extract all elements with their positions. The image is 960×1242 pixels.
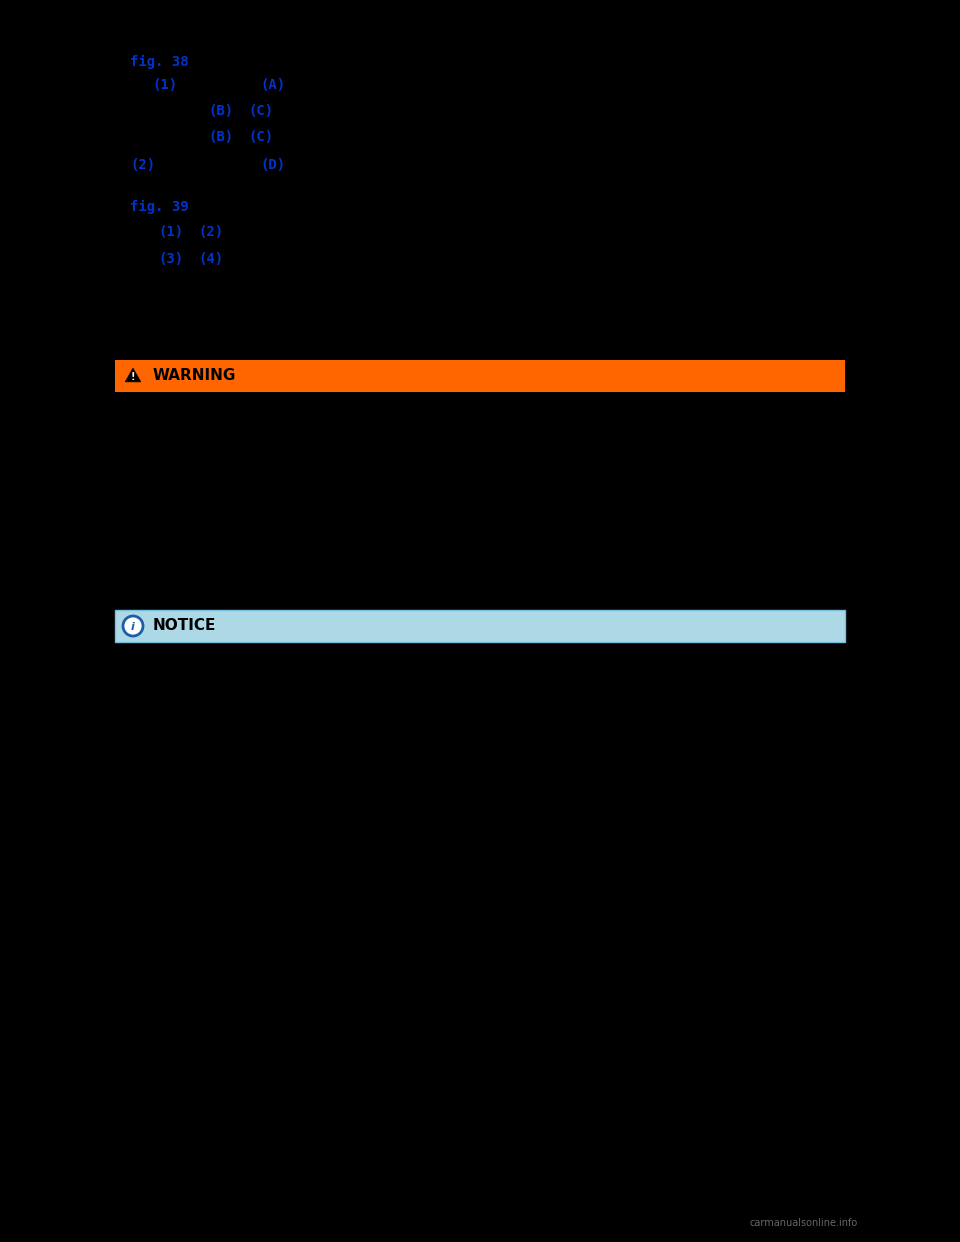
Text: fig. 39: fig. 39 [130,200,188,214]
Text: carmanualsonline.info: carmanualsonline.info [750,1218,858,1228]
Text: (3): (3) [158,252,183,266]
Text: (2): (2) [130,158,156,171]
Circle shape [123,616,143,636]
Text: (4): (4) [198,252,223,266]
Text: (C): (C) [248,130,274,144]
Polygon shape [125,368,141,381]
Text: (D): (D) [260,158,285,171]
Text: (A): (A) [260,78,285,92]
Text: (1): (1) [152,78,178,92]
Bar [115,360,845,392]
Text: WARNING: WARNING [153,369,236,384]
Bar [115,610,845,642]
Text: fig. 38: fig. 38 [130,55,188,70]
Text: i: i [132,622,135,632]
Text: (1): (1) [158,225,183,238]
Text: !: ! [131,373,135,383]
Text: (2): (2) [198,225,223,238]
Text: (B): (B) [208,104,233,118]
Text: NOTICE: NOTICE [153,619,216,633]
Text: (B): (B) [208,130,233,144]
Text: (C): (C) [248,104,274,118]
